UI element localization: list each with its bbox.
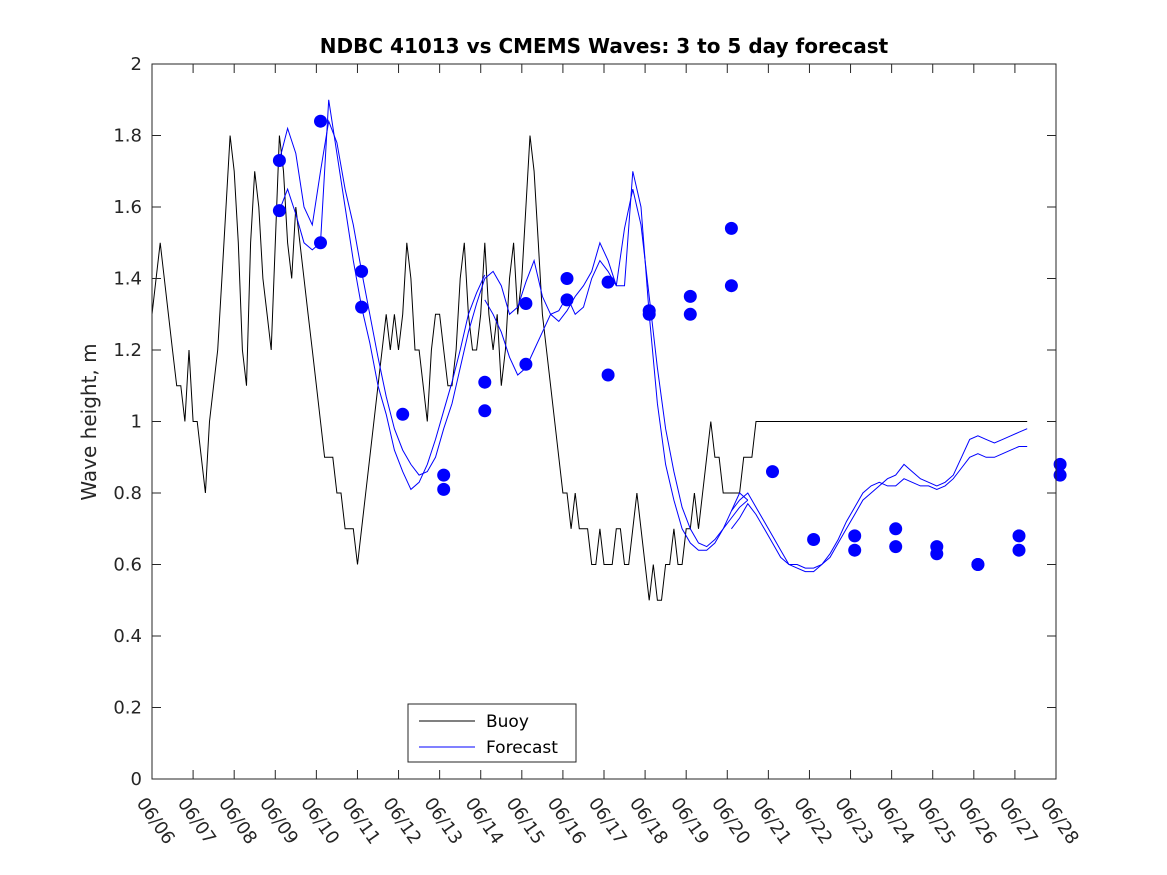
series-forecast-line-1	[278, 119, 486, 476]
forecast-marker	[355, 264, 369, 278]
forecast-marker	[642, 307, 656, 321]
series-forecast-line-5	[731, 428, 1028, 569]
forecast-marker	[560, 272, 574, 285]
forecast-marker	[272, 204, 286, 218]
forecast-marker	[930, 547, 944, 561]
forecast-marker	[437, 468, 451, 482]
forecast-marker	[601, 275, 615, 289]
forecast-marker	[683, 307, 697, 321]
plot-area: 00.20.40.60.811.21.41.61.8206/0606/0706/…	[113, 54, 1083, 848]
forecast-marker	[601, 368, 615, 382]
forecast-marker	[314, 236, 327, 250]
forecast-marker	[1053, 457, 1067, 471]
forecast-marker	[889, 522, 903, 536]
legend: Buoy Forecast	[407, 703, 577, 763]
legend-label-buoy: Buoy	[486, 712, 529, 732]
legend-label-forecast: Forecast	[486, 738, 558, 758]
forecast-marker	[807, 533, 821, 546]
forecast-marker	[766, 465, 779, 479]
forecast-marker	[478, 375, 492, 389]
y-tick-label: 1.8	[113, 126, 142, 147]
forecast-marker	[478, 404, 492, 418]
forecast-marker	[1012, 529, 1026, 543]
series-forecast-line-2	[278, 99, 486, 491]
forecast-marker	[355, 300, 369, 314]
forecast-marker	[1053, 468, 1067, 482]
forecast-marker	[889, 540, 903, 554]
forecast-marker	[724, 279, 738, 293]
y-tick-label: 1.6	[113, 197, 142, 218]
forecast-marker	[314, 114, 327, 128]
forecast-marker	[683, 289, 697, 303]
forecast-marker	[848, 543, 862, 557]
series-buoy-line	[152, 135, 1028, 601]
legend-box	[407, 703, 577, 763]
forecast-marker	[519, 357, 533, 371]
series-forecast-line-6	[731, 446, 1028, 573]
forecast-marker	[272, 154, 286, 167]
y-tick-label: 1.2	[113, 340, 142, 361]
forecast-marker	[971, 558, 985, 571]
forecast-marker	[724, 221, 738, 235]
y-tick-label: 0.8	[113, 483, 142, 504]
forecast-marker	[437, 482, 451, 496]
y-tick-label: 0.2	[113, 698, 142, 719]
y-tick-label: 0	[131, 769, 142, 790]
y-axis-label: Wave height, m	[77, 343, 101, 500]
forecast-marker	[519, 297, 533, 310]
y-tick-label: 1.4	[113, 269, 142, 290]
y-tick-label: 0.6	[113, 555, 142, 576]
y-tick-label: 0.4	[113, 626, 142, 647]
y-tick-label: 2	[131, 54, 142, 75]
chart-title: NDBC 41013 vs CMEMS Waves: 3 to 5 day fo…	[320, 34, 889, 58]
forecast-marker	[848, 529, 862, 543]
forecast-marker	[560, 293, 574, 307]
y-tick-label: 1	[131, 412, 142, 433]
forecast-marker	[396, 407, 410, 421]
forecast-marker	[1012, 543, 1026, 557]
